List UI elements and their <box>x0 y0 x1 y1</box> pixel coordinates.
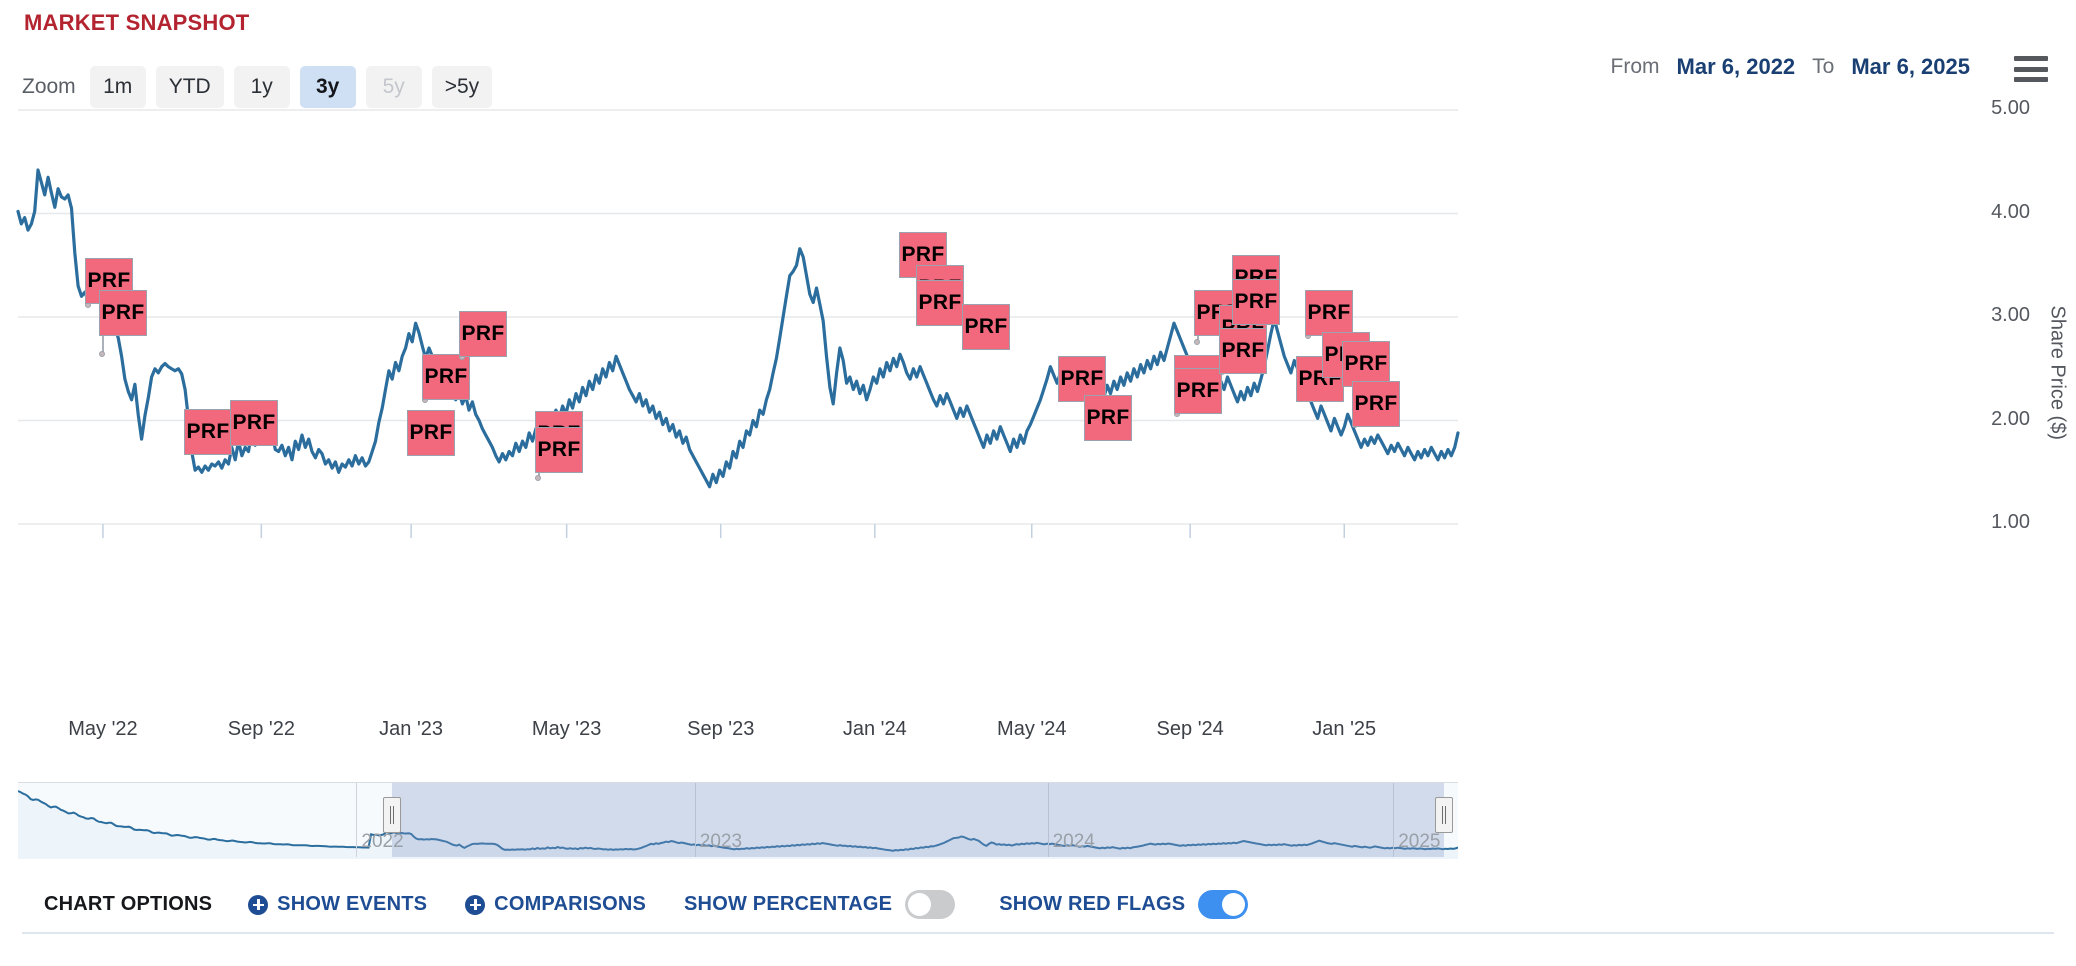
chart-options-bar: CHART OPTIONS SHOW EVENTS COMPARISONS SH… <box>0 890 2076 966</box>
red-flag-marker[interactable]: PRF <box>459 311 507 357</box>
x-axis-tick-label: Jan '23 <box>379 718 444 740</box>
comparisons-label: COMPARISONS <box>494 893 647 915</box>
y-axis-tick-label: 3.00 <box>1991 304 2030 326</box>
chart-x-tick-marks <box>102 524 1345 538</box>
show-red-flags-label: SHOW RED FLAGS <box>999 893 1186 915</box>
navigator-sparkline <box>17 790 1459 859</box>
to-date-value[interactable]: Mar 6, 2025 <box>1851 54 1970 79</box>
y-axis-tick-label: 1.00 <box>1991 511 2030 533</box>
y-axis-title: Share Price ($) <box>2046 305 2068 441</box>
navigator-gridline <box>694 783 696 857</box>
navigator-track[interactable]: 2022 2023 2024 2025 <box>17 782 1459 859</box>
red-flag-anchor-point <box>1194 339 1200 345</box>
y-axis-tick-label: 4.00 <box>1991 200 2030 223</box>
zoom-button-gt5y[interactable]: >5y <box>431 66 493 108</box>
hamburger-menu-icon[interactable] <box>2014 56 2048 82</box>
x-axis-tick-label: Sep '24 <box>1156 718 1224 740</box>
show-percentage-option: SHOW PERCENTAGE <box>684 890 956 919</box>
x-axis-tick-label: May '22 <box>68 718 138 740</box>
chart-options-title: CHART OPTIONS <box>44 893 213 915</box>
plus-icon <box>248 894 269 915</box>
zoom-label: Zoom <box>22 75 76 98</box>
red-flag-marker[interactable]: PRF <box>99 290 147 336</box>
show-events-label: SHOW EVENTS <box>277 893 428 915</box>
price-chart-svg <box>16 109 1460 538</box>
red-flag-marker[interactable]: PRF <box>1342 341 1390 387</box>
page-title: MARKET SNAPSHOT <box>24 10 250 35</box>
show-events-button[interactable]: SHOW EVENTS <box>248 893 427 916</box>
zoom-button-1m[interactable]: 1m <box>89 66 146 108</box>
red-flag-leader-line <box>102 336 104 354</box>
x-axis-tick-label: Jan '24 <box>842 718 907 740</box>
from-label: From <box>1610 55 1660 78</box>
red-flag-marker[interactable]: PRF <box>407 410 455 456</box>
red-flag-marker[interactable]: PRF <box>962 304 1010 350</box>
red-flag-marker[interactable]: PRF <box>1084 395 1132 441</box>
red-flag-marker[interactable]: PRF <box>1305 290 1353 336</box>
y-axis-tick-label: 5.00 <box>1991 97 2030 119</box>
red-flag-marker[interactable]: PRF <box>422 354 470 400</box>
x-axis-tick-label: May '23 <box>531 718 602 740</box>
navigator-year-label: 2023 <box>699 831 743 852</box>
red-flag-marker[interactable]: PRF <box>184 409 232 455</box>
red-flag-marker[interactable]: PRF <box>1352 381 1400 427</box>
zoom-button-ytd[interactable]: YTD <box>155 66 224 108</box>
show-red-flags-option: SHOW RED FLAGS <box>999 890 1249 919</box>
plus-icon <box>465 894 486 915</box>
price-chart[interactable]: 1.00 2.00 3.00 4.00 5.00 Share Price ($) PRF… <box>0 97 2076 720</box>
zoom-button-1y[interactable]: 1y <box>233 66 290 108</box>
red-flag-anchor-point <box>535 475 541 481</box>
red-flag-anchor-point <box>99 351 105 357</box>
red-flag-marker[interactable]: PRF <box>1219 328 1267 374</box>
x-axis-tick-label: Sep '22 <box>227 718 295 740</box>
options-divider <box>22 932 2054 934</box>
red-flag-marker[interactable]: PRF <box>1232 279 1280 325</box>
red-flag-marker[interactable]: PRF <box>916 280 964 326</box>
to-label: To <box>1812 55 1835 78</box>
show-red-flags-toggle[interactable] <box>1198 890 1249 919</box>
from-date-value[interactable]: Mar 6, 2022 <box>1676 54 1796 79</box>
x-axis-tick-label: May '24 <box>997 718 1067 740</box>
red-flag-marker[interactable]: PRF <box>1174 368 1222 414</box>
show-percentage-toggle[interactable] <box>905 890 956 919</box>
zoom-button-3y[interactable]: 3y <box>299 66 356 108</box>
x-axis-tick-label: Sep '23 <box>687 718 755 740</box>
zoom-range-selector: Zoom 1m YTD 1y 3y 5y >5y <box>22 66 493 108</box>
comparisons-button[interactable]: COMPARISONS <box>465 893 646 916</box>
range-navigator[interactable]: 2022 2023 2024 2025 <box>17 782 1459 859</box>
zoom-button-5y[interactable]: 5y <box>365 66 422 108</box>
y-axis-tick-label: 2.00 <box>1991 407 2030 430</box>
red-flag-marker[interactable]: PRF <box>535 427 583 473</box>
x-axis-tick-label: Jan '25 <box>1312 718 1377 740</box>
navigator-year-label: 2022 <box>361 831 404 852</box>
navigator-year-label: 2025 <box>1398 831 1441 852</box>
navigator-left-handle[interactable] <box>383 797 402 833</box>
navigator-gridline <box>1393 783 1395 857</box>
navigator-selection[interactable] <box>392 783 1444 857</box>
navigator-year-label: 2024 <box>1052 831 1095 852</box>
navigator-gridline <box>356 783 358 857</box>
red-flag-marker[interactable]: PRF <box>230 400 278 446</box>
navigator-right-handle[interactable] <box>1434 797 1453 833</box>
red-flag-marker[interactable]: PRF <box>1058 356 1106 402</box>
navigator-gridline <box>1047 783 1049 857</box>
show-percentage-label: SHOW PERCENTAGE <box>684 893 893 915</box>
date-range: From Mar 6, 2022 To Mar 6, 2025 <box>1611 54 1970 80</box>
